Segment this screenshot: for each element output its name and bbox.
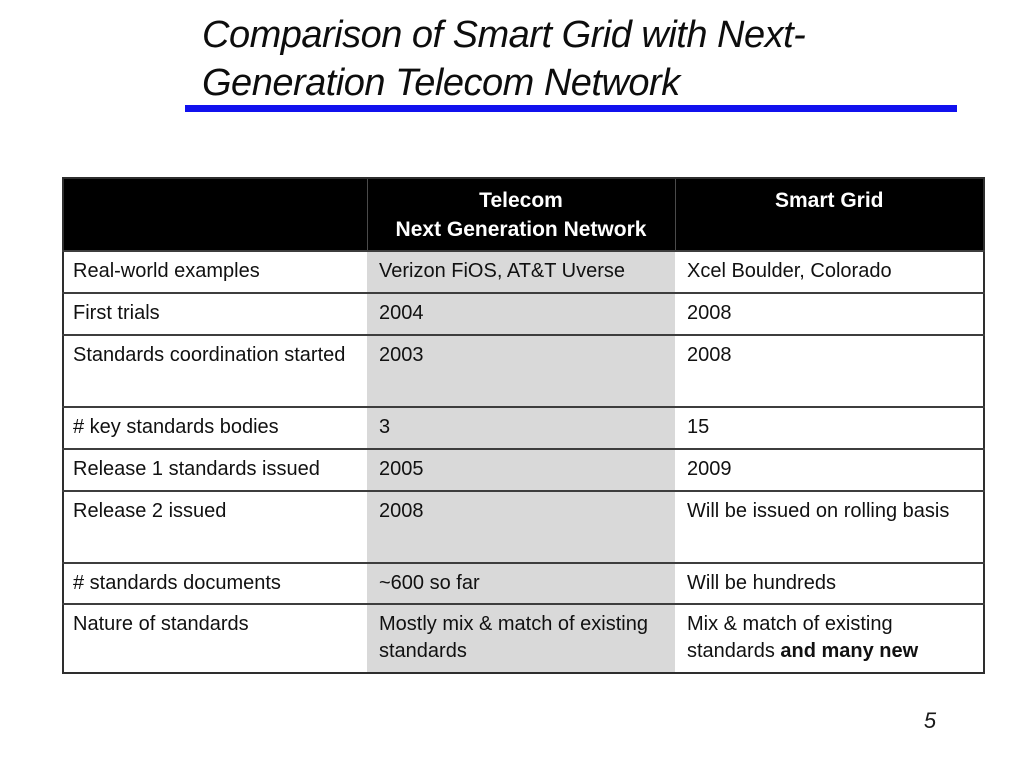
telecom-cell: 2008	[367, 490, 675, 563]
table-row-real-world-examples: Real-world examples Verizon FiOS, AT&T U…	[63, 250, 984, 293]
slide-title-line2: Generation Telecom Network	[202, 62, 680, 104]
row-label: Standards coordination started	[63, 334, 367, 407]
telecom-cell: Verizon FiOS, AT&T Uverse	[367, 250, 675, 293]
telecom-cell: Mostly mix & match of existing standards	[367, 603, 675, 673]
smartgrid-cell-bold-text: and many new	[780, 640, 919, 662]
table-row-nature-of-standards: Nature of standards Mostly mix & match o…	[63, 603, 984, 673]
row-label: First trials	[63, 292, 367, 335]
row-label: # key standards bodies	[63, 406, 367, 449]
smartgrid-cell: Xcel Boulder, Colorado	[675, 250, 984, 293]
table-row-release-2: Release 2 issued 2008 Will be issued on …	[63, 490, 984, 563]
telecom-cell: 2003	[367, 334, 675, 407]
comparison-table-container: Telecom Next Generation Network Smart Gr…	[62, 177, 985, 674]
table-row-standards-documents: # standards documents ~600 so far Will b…	[63, 562, 984, 604]
telecom-cell: 3	[367, 406, 675, 449]
table-row-standards-coordination: Standards coordination started 2003 2008	[63, 334, 984, 407]
comparison-table: Telecom Next Generation Network Smart Gr…	[62, 177, 985, 674]
smartgrid-cell: 2009	[675, 448, 984, 491]
table-row-release-1: Release 1 standards issued 2005 2009	[63, 448, 984, 491]
row-label: Release 2 issued	[63, 490, 367, 563]
smartgrid-cell: Mix & match of existing standards and ma…	[675, 603, 984, 673]
header-cell-smart-grid: Smart Grid	[674, 178, 984, 251]
telecom-cell: ~600 so far	[367, 562, 675, 604]
telecom-cell: 2004	[367, 292, 675, 335]
row-label: Nature of standards	[63, 603, 367, 673]
header-telecom-line1: Telecom	[479, 189, 563, 212]
row-label: Real-world examples	[63, 250, 367, 293]
row-label: Release 1 standards issued	[63, 448, 367, 491]
table-header-row: Telecom Next Generation Network Smart Gr…	[63, 178, 984, 251]
header-telecom-line2: Next Generation Network	[395, 218, 647, 241]
header-cell-telecom: Telecom Next Generation Network	[366, 178, 675, 251]
smartgrid-cell: Will be hundreds	[675, 562, 984, 604]
slide-title: Comparison of Smart Grid with Next- Gene…	[202, 11, 982, 107]
table-row-first-trials: First trials 2004 2008	[63, 292, 984, 335]
smartgrid-cell: 15	[675, 406, 984, 449]
slide-page-number: 5	[923, 708, 937, 733]
smartgrid-cell-text: Mix & match of existing standards	[687, 613, 893, 662]
title-underline-rule	[185, 105, 957, 112]
slide-title-line1: Comparison of Smart Grid with Next-	[202, 14, 806, 56]
telecom-cell: 2005	[367, 448, 675, 491]
smartgrid-cell: 2008	[675, 292, 984, 335]
header-cell-empty	[63, 178, 367, 251]
smartgrid-cell: 2008	[675, 334, 984, 407]
table-row-key-standards-bodies: # key standards bodies 3 15	[63, 406, 984, 449]
row-label: # standards documents	[63, 562, 367, 604]
smartgrid-cell: Will be issued on rolling basis	[675, 490, 984, 563]
